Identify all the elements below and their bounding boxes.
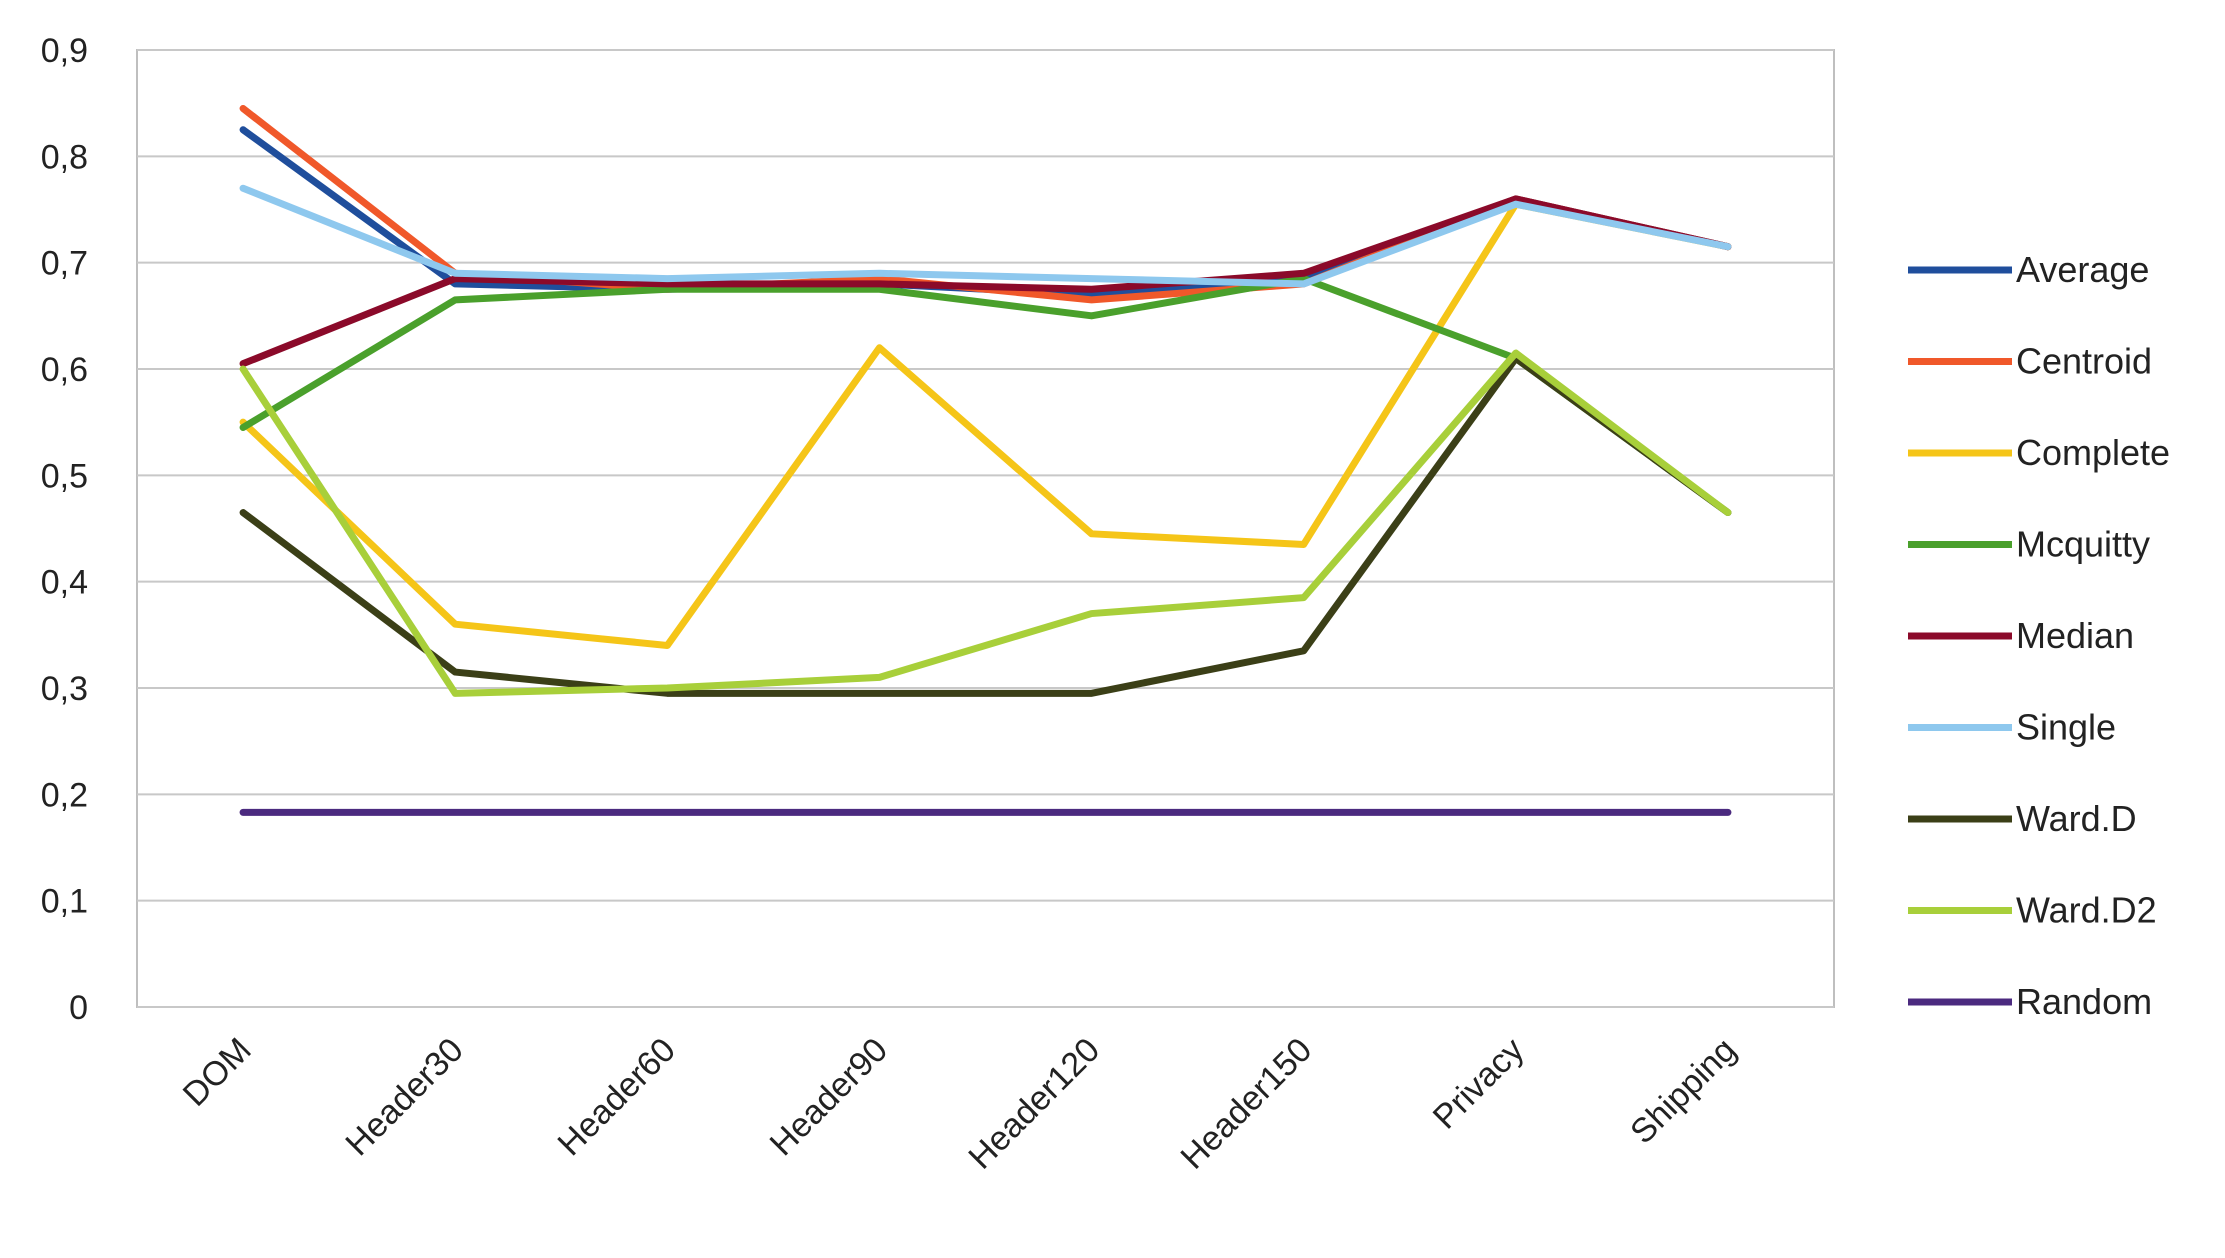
legend-item: Average: [1908, 249, 2149, 290]
y-tick-label: 0,5: [41, 457, 88, 495]
y-axis-ticks: 0 0,1 0,2 0,3 0,4 0,5 0,6 0,7 0,8 0,9: [41, 32, 88, 1027]
legend-label: Single: [2016, 707, 2116, 748]
x-tick-label: Shipping: [1623, 1031, 1743, 1151]
y-tick-label: 0,8: [41, 138, 88, 176]
y-tick-label: 0,6: [41, 351, 88, 389]
y-tick-label: 0,2: [41, 776, 88, 814]
x-tick-label: Header120: [961, 1031, 1107, 1177]
x-tick-label: DOM: [176, 1031, 259, 1114]
legend-label: Centroid: [2016, 341, 2152, 382]
series-lines: [239, 104, 1732, 816]
series-line-average: [239, 126, 1732, 299]
y-tick-label: 0,9: [41, 32, 88, 70]
legend-item: Ward.D2: [1908, 890, 2157, 931]
series-line-ward-d2: [239, 349, 1732, 697]
series-line-median: [239, 195, 1732, 368]
x-axis-ticks: DOM Header30 Header60 Header90 Header120 Head…: [176, 1031, 1744, 1177]
x-tick-label: Header90: [763, 1031, 895, 1163]
legend-item: Single: [1908, 707, 2116, 748]
legend-item: Mcquitty: [1908, 524, 2150, 565]
series-line-single: [239, 184, 1732, 288]
series-line-ward-d: [239, 354, 1732, 697]
legend-item: Median: [1908, 615, 2134, 656]
y-tick-label: 0,1: [41, 883, 88, 921]
legend-item: Complete: [1908, 432, 2170, 473]
legend-label: Mcquitty: [2016, 524, 2150, 565]
x-tick-label: Header60: [550, 1031, 682, 1163]
y-tick-label: 0: [69, 989, 88, 1027]
gridlines: [137, 49, 1834, 1008]
x-tick-label: Header30: [338, 1031, 470, 1163]
series-line-mcquitty: [239, 275, 1732, 517]
legend-label: Random: [2016, 981, 2152, 1022]
legend-item: Random: [1908, 981, 2152, 1022]
plot-border: [136, 49, 1835, 1008]
plot-area: [136, 49, 1835, 1008]
y-tick-label: 0,4: [41, 564, 88, 602]
legend-label: Average: [2016, 249, 2149, 290]
legend-label: Complete: [2016, 432, 2170, 473]
legend-label: Median: [2016, 615, 2134, 656]
series-line-complete: [239, 200, 1732, 649]
legend: Average Centroid Complete Mcquitty Median Sin…: [1908, 249, 2170, 1022]
legend-item: Centroid: [1908, 341, 2152, 382]
legend-label: Ward.D: [2016, 798, 2137, 839]
legend-item: Ward.D: [1908, 798, 2137, 839]
legend-label: Ward.D2: [2016, 890, 2157, 931]
y-tick-label: 0,7: [41, 245, 88, 283]
x-tick-label: Privacy: [1426, 1031, 1532, 1137]
x-tick-label: Header150: [1174, 1031, 1320, 1177]
y-tick-label: 0,3: [41, 670, 88, 708]
